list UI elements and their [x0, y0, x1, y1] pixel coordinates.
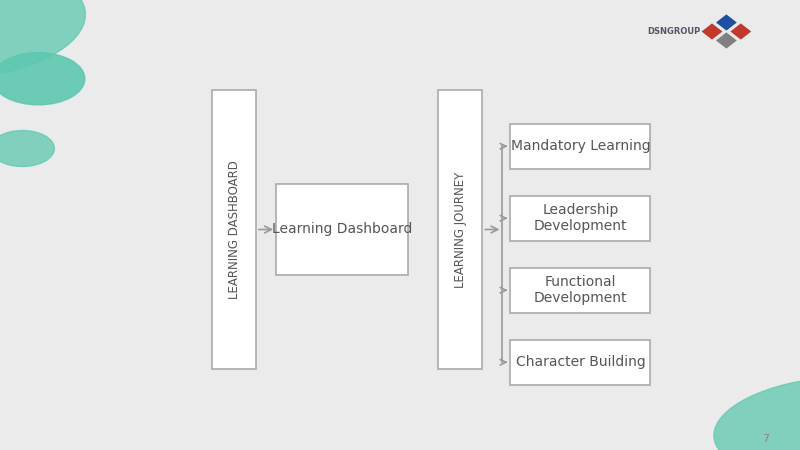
- Text: Mandatory Learning: Mandatory Learning: [510, 139, 650, 153]
- Text: LEARNING DASHBOARD: LEARNING DASHBOARD: [227, 160, 241, 299]
- FancyBboxPatch shape: [438, 90, 482, 369]
- FancyBboxPatch shape: [510, 268, 650, 313]
- Text: 7: 7: [762, 434, 769, 444]
- Polygon shape: [730, 23, 751, 40]
- Text: LEARNING JOURNEY: LEARNING JOURNEY: [454, 171, 467, 288]
- FancyBboxPatch shape: [510, 124, 650, 169]
- Text: Character Building: Character Building: [515, 355, 646, 369]
- FancyBboxPatch shape: [212, 90, 256, 369]
- FancyBboxPatch shape: [510, 340, 650, 385]
- FancyBboxPatch shape: [510, 196, 650, 241]
- Circle shape: [0, 130, 54, 166]
- Polygon shape: [716, 14, 737, 31]
- Text: DSNGROUP: DSNGROUP: [647, 27, 701, 36]
- Text: Leadership
Development: Leadership Development: [534, 203, 627, 234]
- Polygon shape: [716, 32, 737, 49]
- FancyBboxPatch shape: [276, 184, 408, 274]
- Polygon shape: [702, 23, 722, 40]
- Ellipse shape: [714, 377, 800, 450]
- Circle shape: [0, 53, 85, 105]
- Text: Functional
Development: Functional Development: [534, 275, 627, 306]
- Text: Learning Dashboard: Learning Dashboard: [272, 222, 412, 237]
- Ellipse shape: [0, 0, 86, 78]
